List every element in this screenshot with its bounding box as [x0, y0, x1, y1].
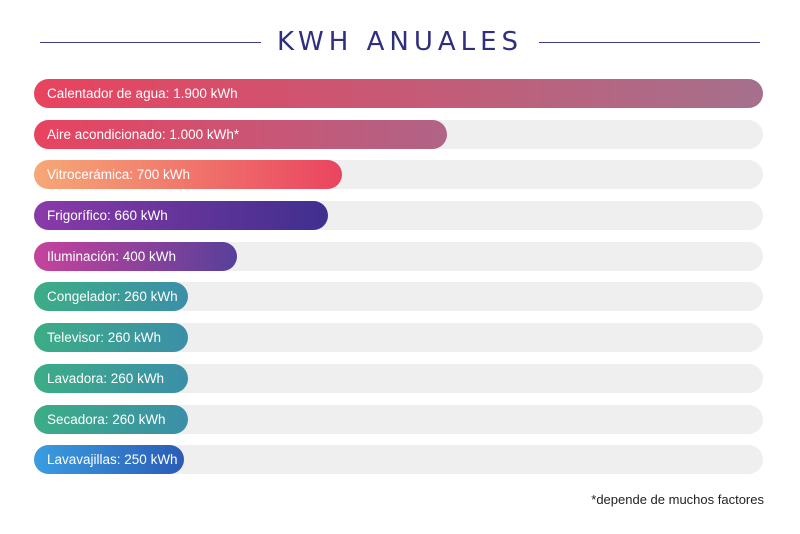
bar-label: Iluminación: 400 kWh — [47, 248, 177, 264]
bar-label: Televisor: 260 kWh — [47, 330, 162, 346]
bar-label: Aire acondicionado: 1.000 kWh* — [47, 126, 240, 142]
bar — [34, 363, 188, 393]
bar — [34, 79, 763, 108]
chart-title: KWH ANUALES — [276, 27, 524, 57]
bar-label: Lavavajillas: 250 kWh — [47, 452, 178, 468]
bar — [34, 282, 188, 312]
bar-row: Secadora: 260 kWh — [34, 404, 763, 434]
bar-label: Lavadora: 260 kWh — [47, 370, 165, 386]
bar-row: Congelador: 260 kWh — [34, 282, 763, 312]
bar — [34, 119, 448, 149]
bar — [34, 160, 342, 190]
bar-label: Vitrocerámica: 700 kWh — [47, 167, 191, 183]
bar-list: Calentador de agua: 1.900 kWh Aire acondi… — [34, 79, 763, 486]
bar — [34, 201, 328, 231]
title-row: KWH ANUALES — [40, 22, 760, 62]
title-line-right — [539, 41, 760, 43]
bar-row: Vitrocerámica: 700 kWh — [34, 160, 763, 190]
bar — [34, 241, 237, 271]
bar — [34, 323, 188, 353]
bar — [34, 445, 184, 475]
bar-row: Calentador de agua: 1.900 kWh — [34, 79, 763, 108]
footnote: *depende de muchos factores — [591, 492, 764, 507]
bar-label: Frigorífico: 660 kWh — [47, 208, 168, 224]
bar-row: Iluminación: 400 kWh — [34, 241, 763, 271]
bar-label: Secadora: 260 kWh — [47, 411, 166, 427]
bar-row: Televisor: 260 kWh — [34, 323, 763, 353]
bar-row: Lavavajillas: 250 kWh — [34, 445, 763, 475]
title-line-left — [40, 41, 261, 43]
bar-label: Calentador de agua: 1.900 kWh — [47, 86, 238, 101]
bar-row: Lavadora: 260 kWh — [34, 363, 763, 393]
bar-label: Congelador: 260 kWh — [47, 289, 178, 305]
bar — [34, 404, 188, 434]
bar-row: Frigorífico: 660 kWh — [34, 201, 763, 231]
bar-row: Aire acondicionado: 1.000 kWh* — [34, 119, 763, 149]
